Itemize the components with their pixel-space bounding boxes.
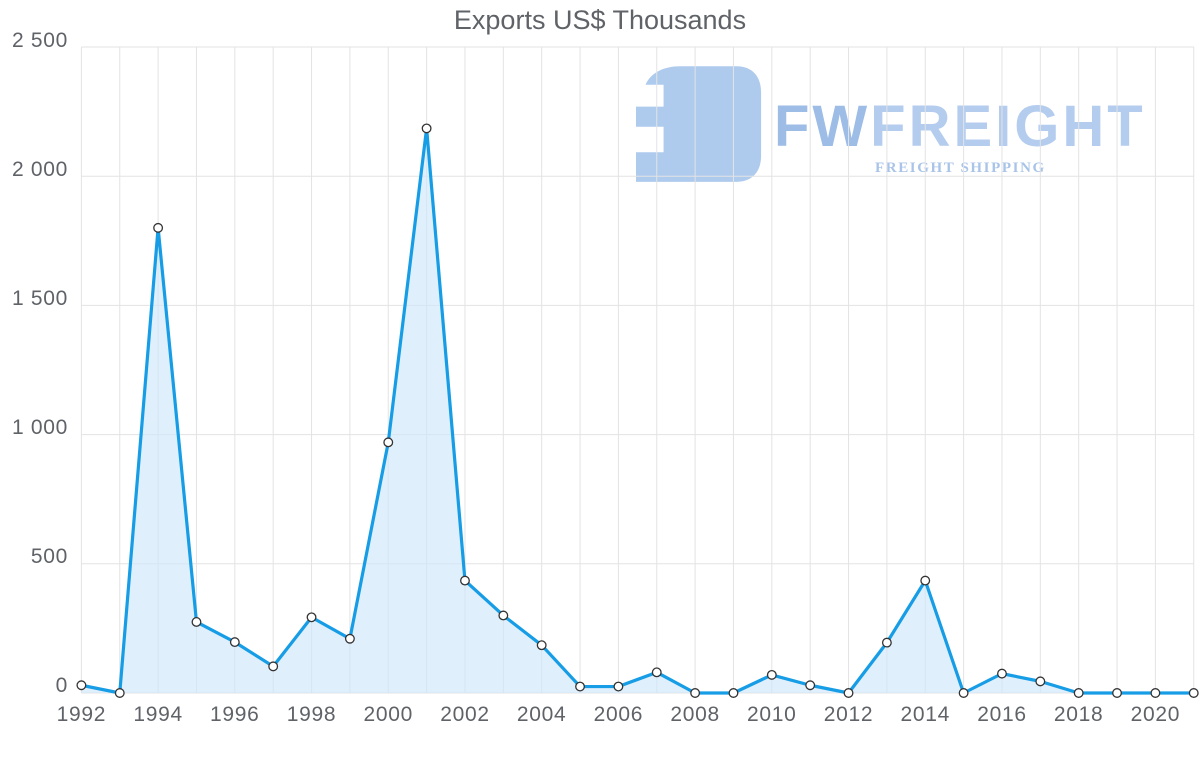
- svg-text:FWFREIGHT: FWFREIGHT: [774, 94, 1146, 159]
- svg-text:FREIGHT SHIPPING: FREIGHT SHIPPING: [875, 160, 1046, 176]
